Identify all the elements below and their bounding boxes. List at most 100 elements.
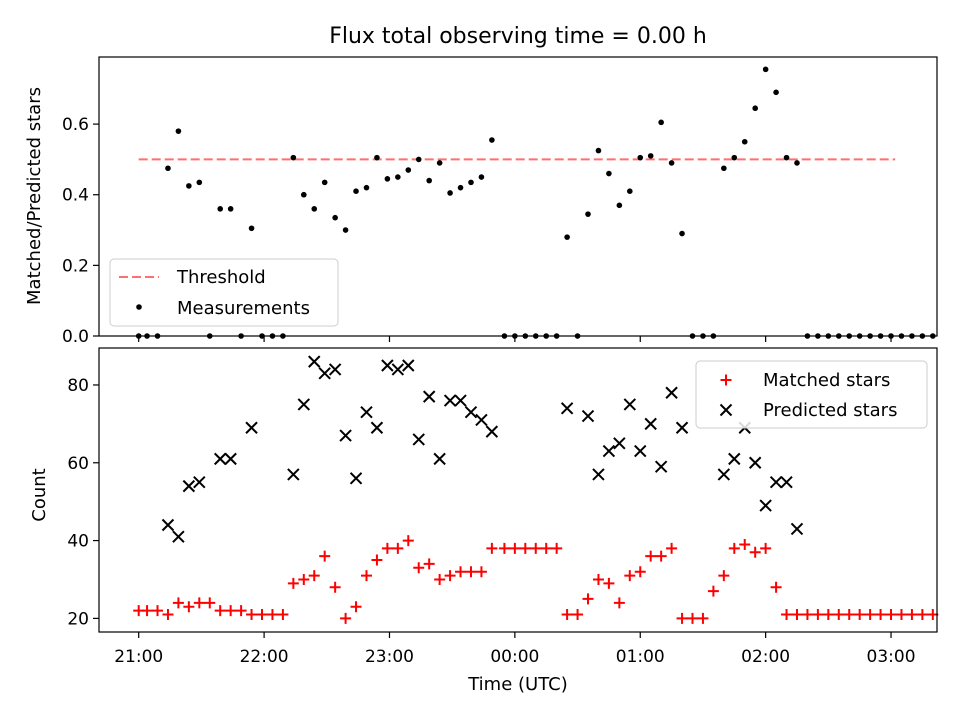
predicted-point xyxy=(412,433,425,446)
predicted-point xyxy=(161,518,175,532)
measurement-point xyxy=(175,128,182,134)
matched-point xyxy=(728,542,740,554)
predicted-point xyxy=(581,409,595,423)
predicted-point xyxy=(391,363,405,376)
matched-point xyxy=(843,608,855,620)
matched-point xyxy=(340,612,352,624)
matched-point xyxy=(885,608,897,620)
matched-point xyxy=(350,601,362,613)
measurement-point xyxy=(478,174,485,180)
x-tick-label: 03:00 xyxy=(867,647,916,667)
predicted-point xyxy=(328,363,342,376)
matched-point xyxy=(916,608,928,620)
predicted-point xyxy=(193,476,206,489)
measurement-point xyxy=(186,183,192,189)
bottom-y-axis: 20 40 60 80 xyxy=(67,376,99,629)
matched-point xyxy=(256,608,268,620)
matched-point xyxy=(624,570,636,582)
predicted-point xyxy=(339,429,352,442)
predicted-point xyxy=(728,452,741,466)
matched-point xyxy=(465,566,477,578)
measurement-point xyxy=(405,167,412,173)
matched-point xyxy=(822,608,834,620)
predicted-point xyxy=(349,472,363,485)
measurement-point xyxy=(447,190,453,196)
measurement-point xyxy=(217,206,224,212)
matched-point xyxy=(530,542,542,554)
matched-point xyxy=(833,608,845,620)
measurement-point xyxy=(248,225,255,232)
predicted-point xyxy=(370,421,384,434)
matched-point xyxy=(781,608,793,620)
measurement-point xyxy=(637,154,644,161)
measurement-point xyxy=(227,206,234,212)
matched-point xyxy=(204,597,216,609)
top-legend: Threshold Measurements xyxy=(109,258,339,327)
x-tick-label: 23:00 xyxy=(365,647,414,667)
predicted-point xyxy=(759,499,772,512)
matched-point xyxy=(475,566,487,578)
bottom-x-axis-label: Time (UTC) xyxy=(467,674,568,695)
predicted-point xyxy=(360,405,373,419)
measurement-point xyxy=(311,206,318,212)
legend-box xyxy=(109,258,339,327)
matched-point xyxy=(854,608,866,620)
measurement-point xyxy=(332,214,338,221)
x-tick-label: 00:00 xyxy=(490,647,539,667)
predicted-point xyxy=(245,421,258,434)
matched-point xyxy=(634,566,646,578)
matched-point xyxy=(613,597,625,609)
matched-point xyxy=(246,608,258,620)
measurement-point xyxy=(436,160,443,166)
matched-point xyxy=(266,608,278,620)
y-tick-label: 80 xyxy=(67,376,89,396)
measurement-point xyxy=(564,234,570,240)
chart-title: Flux total observing time = 0.00 h xyxy=(329,24,707,49)
matched-point xyxy=(645,550,657,562)
predicted-point xyxy=(675,421,689,434)
top-y-axis-label: Matched/Predicted stars xyxy=(24,87,45,305)
matched-point xyxy=(760,542,772,554)
matched-point xyxy=(235,605,247,617)
legend-measurement-swatch xyxy=(136,304,142,310)
predicted-point xyxy=(602,444,616,458)
measurement-point xyxy=(721,165,727,172)
top-panel: 0.0 0.2 0.4 0.6 Matched/Predicted stars Thr… xyxy=(24,56,938,347)
matched-point xyxy=(718,570,730,582)
bottom-axes-frame xyxy=(98,347,938,633)
top-axes-frame xyxy=(98,56,938,337)
matched-point xyxy=(277,608,289,620)
measurement-point xyxy=(363,184,370,191)
matched-point xyxy=(666,542,678,554)
top-y-axis: 0.0 0.2 0.4 0.6 xyxy=(62,115,99,347)
bottom-y-axis-label: Count xyxy=(29,468,50,521)
measurement-point xyxy=(457,184,464,191)
bottom-x-axis: 21:00 22:00 23:00 00:00 01:00 02:00 03:00 xyxy=(114,632,916,667)
predicted-point xyxy=(297,398,311,411)
legend-threshold-label: Threshold xyxy=(176,267,266,288)
matched-point xyxy=(540,542,552,554)
matched-point xyxy=(162,608,174,620)
measurement-point xyxy=(679,230,685,237)
measurement-point xyxy=(585,211,591,217)
matched-point xyxy=(392,542,404,554)
matched-point xyxy=(287,577,299,589)
matched-point xyxy=(697,612,709,624)
matched-point xyxy=(707,585,719,597)
y-tick-label: 60 xyxy=(67,454,89,474)
matched-point xyxy=(413,562,425,574)
matched-point xyxy=(152,605,164,617)
predicted-point xyxy=(454,394,467,407)
predicted-point xyxy=(475,413,488,427)
matched-point xyxy=(561,608,573,620)
measurement-point xyxy=(752,105,758,112)
matched-point xyxy=(329,581,341,593)
predicted-point xyxy=(748,456,762,469)
matched-point xyxy=(381,542,393,554)
measurement-point xyxy=(783,154,790,161)
matched-point xyxy=(875,608,887,620)
predicted-point xyxy=(172,530,185,543)
matched-point xyxy=(214,605,226,617)
measurement-point xyxy=(489,137,495,143)
